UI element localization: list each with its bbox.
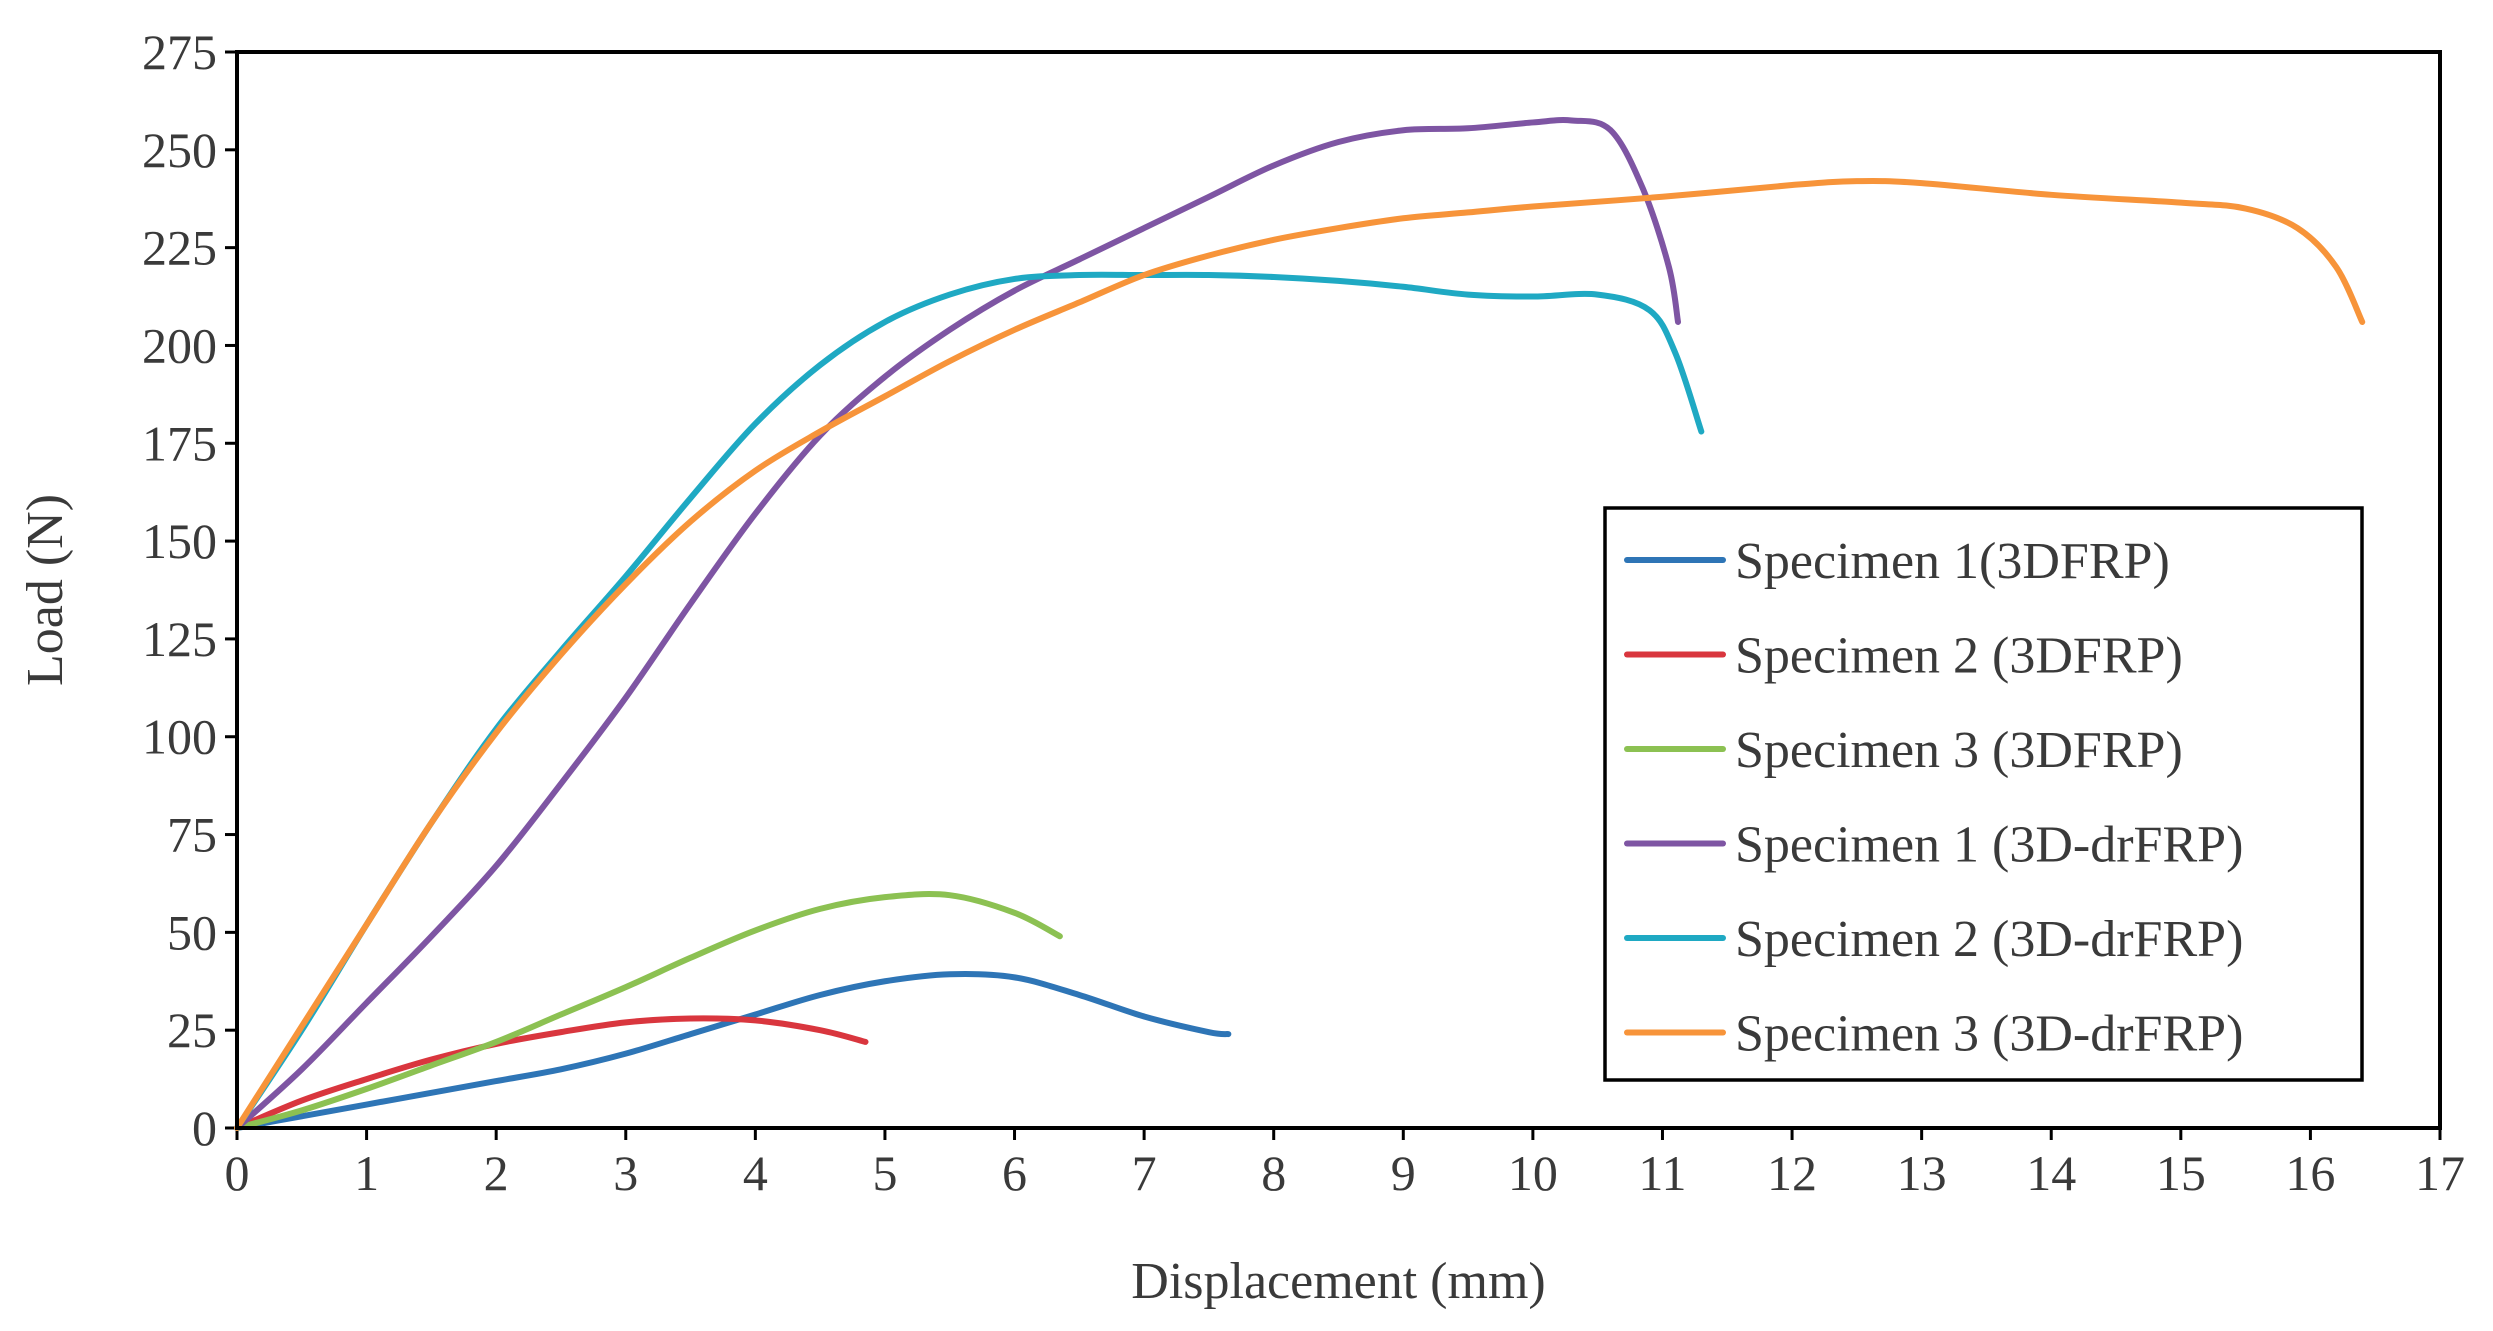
x-tick-label: 17 — [2415, 1145, 2465, 1201]
series-line-3 — [234, 891, 1063, 1131]
x-tick-label: 5 — [872, 1145, 897, 1201]
y-axis: 0 25 50 75 100 125 150 175 200 225 250 275 — [142, 24, 237, 1156]
x-axis: 0 1 2 3 4 5 6 7 8 9 10 11 12 13 14 15 16 17 — [225, 1128, 2465, 1201]
x-tick-label: 7 — [1132, 1145, 1157, 1201]
legend-label: Specimen 3 (3D-drFRP) — [1735, 1006, 2243, 1063]
x-axis-title: Displacement (mm) — [1131, 1253, 1545, 1310]
legend-label: Specimen 2 (3D-drFRP) — [1735, 911, 2243, 968]
series-layer — [234, 117, 2366, 1131]
y-tick-label: 150 — [142, 513, 217, 569]
series-line-1 — [234, 970, 1232, 1131]
x-tick-label: 3 — [613, 1145, 638, 1201]
y-tick-label: 200 — [142, 317, 217, 373]
y-tick-label: 75 — [167, 807, 217, 863]
x-tick-label: 0 — [225, 1145, 250, 1201]
y-tick-label: 225 — [142, 220, 217, 276]
y-tick-label: 50 — [167, 904, 217, 960]
y-tick-label: 125 — [142, 611, 217, 667]
y-axis-title: Load (N) — [17, 494, 74, 686]
series-line-2 — [234, 1015, 869, 1131]
y-tick-label: 25 — [167, 1002, 217, 1058]
legend-label: Specimen 1 (3D-drFRP) — [1735, 817, 2243, 874]
x-tick-label: 9 — [1391, 1145, 1416, 1201]
y-tick-label: 0 — [192, 1100, 217, 1156]
series-line-6 — [234, 177, 2366, 1131]
y-tick-label: 175 — [142, 415, 217, 471]
x-tick-label: 13 — [1897, 1145, 1947, 1201]
legend-label: Specimen 2 (3DFRP) — [1735, 628, 2183, 685]
y-tick-label: 275 — [142, 24, 217, 80]
x-tick-label: 4 — [743, 1145, 768, 1201]
x-tick-label: 15 — [2156, 1145, 2206, 1201]
x-tick-label: 12 — [1767, 1145, 1817, 1201]
series-line-4 — [234, 117, 1682, 1131]
legend-box — [1603, 506, 2364, 1082]
x-tick-label: 2 — [484, 1145, 509, 1201]
legend-label: Specimen 3 (3DFRP) — [1735, 722, 2183, 779]
legend: Specimen 1(3DFRP) Specimen 2 (3DFRP) Speci… — [1603, 506, 2364, 1082]
legend-label: Specimen 1(3DFRP) — [1735, 533, 2170, 590]
x-tick-label: 1 — [354, 1145, 379, 1201]
x-tick-label: 6 — [1002, 1145, 1027, 1201]
x-tick-label: 11 — [1638, 1145, 1686, 1201]
y-tick-label: 250 — [142, 122, 217, 178]
x-tick-label: 10 — [1508, 1145, 1558, 1201]
series-line-5 — [234, 271, 1705, 1131]
x-tick-label: 16 — [2285, 1145, 2335, 1201]
plot-area-frame — [235, 50, 2442, 1130]
x-tick-label: 14 — [2026, 1145, 2076, 1201]
x-tick-label: 8 — [1261, 1145, 1286, 1201]
y-tick-label: 100 — [142, 709, 217, 765]
